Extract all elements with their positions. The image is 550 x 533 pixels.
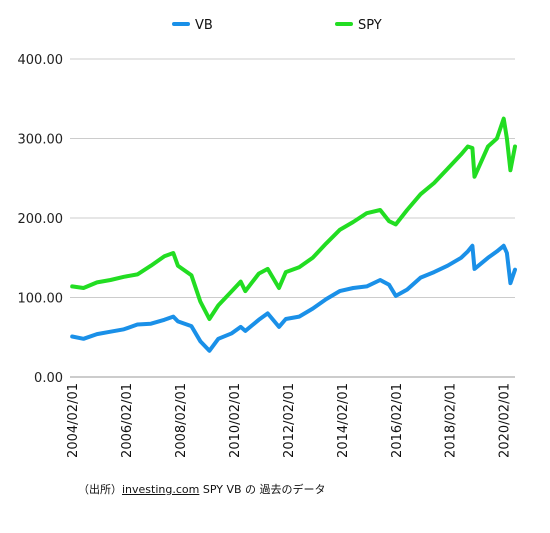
series-line-vb: [70, 243, 517, 353]
x-tick-label: 2018/02/01: [444, 383, 459, 458]
y-tick-label: 100.00: [18, 292, 64, 307]
y-tick-label: 200.00: [18, 212, 64, 227]
legend-item-vb: VB: [172, 18, 213, 33]
source-prefix: （出所）: [78, 483, 122, 496]
x-tick-label: 2004/02/01: [66, 383, 81, 458]
legend-vb-label: VB: [195, 18, 213, 33]
y-tick-label: 0.00: [34, 371, 63, 386]
source-suffix: SPY VB の 過去のデータ: [199, 483, 326, 496]
series-line-spy: [70, 116, 517, 321]
y-axis-ticks: 0.00 100.00 200.00 300.00 400.00: [18, 53, 64, 386]
x-tick-label: 2020/02/01: [498, 383, 513, 458]
source-note: （出所）investing.com SPY VB の 過去のデータ: [78, 481, 326, 497]
legend: VB SPY: [172, 18, 382, 33]
legend-item-spy: SPY: [335, 18, 382, 33]
x-tick-label: 2006/02/01: [120, 383, 135, 458]
y-tick-label: 400.00: [18, 53, 64, 68]
x-tick-label: 2008/02/01: [174, 383, 189, 458]
x-tick-label: 2016/02/01: [390, 383, 405, 458]
x-tick-label: 2010/02/01: [228, 383, 243, 458]
series-lines: [70, 116, 517, 353]
x-tick-label: 2014/02/01: [336, 383, 351, 458]
x-axis-ticks: 2004/02/01 2006/02/01 2008/02/01 2010/02/01…: [66, 383, 513, 458]
x-tick-label: 2012/02/01: [282, 383, 297, 458]
grid-lines: [70, 58, 515, 378]
legend-spy-label: SPY: [358, 18, 382, 33]
y-tick-label: 300.00: [18, 133, 64, 148]
source-link[interactable]: investing.com: [122, 483, 200, 496]
